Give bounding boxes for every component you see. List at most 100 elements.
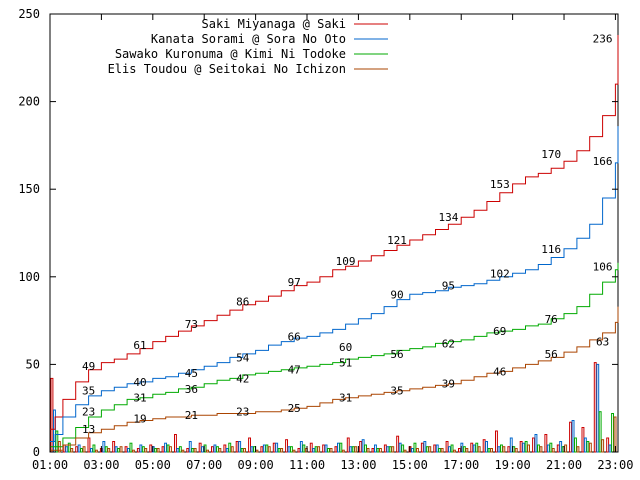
data-label: 35 <box>82 385 95 398</box>
data-label: 109 <box>336 255 356 268</box>
plot-frame <box>49 13 619 453</box>
bar <box>465 448 469 453</box>
bar <box>425 446 429 453</box>
x-tick-label: 05:00 <box>135 458 171 472</box>
bar <box>596 363 600 453</box>
y-axis: 0 50 100 150 200 250 <box>18 7 618 459</box>
bar <box>104 446 108 453</box>
bar <box>230 446 234 453</box>
bar <box>129 442 133 453</box>
bar <box>238 441 242 453</box>
bar <box>339 442 343 453</box>
bar <box>349 446 353 453</box>
bar <box>285 439 289 453</box>
bar <box>376 448 380 453</box>
bar <box>272 442 276 453</box>
bar <box>458 448 461 453</box>
data-label: 76 <box>545 313 558 326</box>
bar <box>413 442 417 453</box>
bar <box>178 446 182 453</box>
bar <box>260 446 264 453</box>
bar <box>132 449 135 453</box>
x-tick-label: 03:00 <box>83 458 119 472</box>
bar <box>124 446 128 453</box>
bar <box>445 441 449 453</box>
bar <box>482 439 486 453</box>
bar <box>576 446 580 453</box>
y-tick-label: 0 <box>33 445 40 459</box>
bar <box>361 439 365 453</box>
bar <box>309 442 313 453</box>
bar <box>193 448 197 453</box>
bar <box>586 441 590 453</box>
bar <box>549 442 553 453</box>
legend-label: Kanata Sorami @ Sora No Oto <box>151 32 346 46</box>
bar <box>102 441 106 453</box>
bar <box>435 444 439 453</box>
bar <box>428 446 432 453</box>
bar <box>290 446 293 453</box>
bar <box>420 442 424 453</box>
bar <box>588 442 592 453</box>
data-label: 47 <box>288 364 301 377</box>
bar <box>322 444 326 453</box>
x-axis: 01:00 03:00 05:00 07:00 09:00 11:00 13:00 15:00… <box>32 14 633 472</box>
bar <box>416 448 419 453</box>
data-label: 134 <box>438 211 458 224</box>
data-label: 153 <box>490 178 510 191</box>
data-label: 40 <box>133 376 146 389</box>
bar <box>341 449 345 453</box>
x-tick-label: 19:00 <box>495 458 531 472</box>
bar <box>127 448 130 453</box>
data-label: 46 <box>493 365 506 378</box>
bar <box>287 446 291 453</box>
y-tick-label: 150 <box>18 182 40 196</box>
bar <box>470 442 474 453</box>
bar <box>551 448 555 453</box>
series-line-2 <box>50 262 619 448</box>
bar <box>211 446 214 453</box>
data-label: 25 <box>288 402 301 415</box>
bar <box>299 441 303 453</box>
bar <box>240 448 244 453</box>
data-label: 23 <box>236 406 249 419</box>
bar <box>485 441 489 453</box>
bar <box>77 444 81 453</box>
data-label: 51 <box>339 357 352 370</box>
bar <box>475 442 479 453</box>
y-tick-label: 200 <box>18 95 40 109</box>
bar <box>164 442 168 453</box>
y-tick-label: 100 <box>18 270 40 284</box>
bar <box>198 442 202 453</box>
data-label: 86 <box>236 295 249 308</box>
bar <box>275 442 279 453</box>
bar <box>462 446 466 453</box>
data-label: 19 <box>133 413 146 426</box>
bar <box>490 448 494 453</box>
bar <box>156 448 160 453</box>
y-tick-label: 250 <box>18 7 40 21</box>
data-label: 116 <box>541 243 561 256</box>
data-label: 121 <box>387 234 407 247</box>
bar <box>534 434 538 453</box>
bar <box>141 446 145 453</box>
bar <box>302 444 306 453</box>
bar <box>334 446 338 453</box>
data-label: 66 <box>288 330 301 343</box>
data-label: 21 <box>185 409 198 422</box>
legend-label: Elis Toudou @ Seitokai No Ichizon <box>108 62 346 76</box>
bar <box>235 441 239 453</box>
bar <box>188 441 192 453</box>
bar <box>502 446 506 453</box>
data-label: 73 <box>185 318 198 331</box>
bar <box>255 449 259 453</box>
bar <box>583 437 587 453</box>
data-label: 36 <box>185 383 198 396</box>
bar <box>243 448 247 453</box>
x-tick-label: 09:00 <box>238 458 274 472</box>
bar <box>201 446 205 453</box>
data-label: 35 <box>390 385 403 398</box>
bar <box>398 442 402 453</box>
bar <box>225 448 229 453</box>
bar <box>374 444 377 453</box>
